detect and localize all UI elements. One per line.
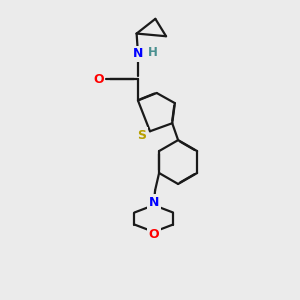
Text: H: H <box>148 46 158 59</box>
Text: O: O <box>93 73 104 85</box>
Text: S: S <box>137 129 146 142</box>
Text: N: N <box>133 47 143 60</box>
Text: O: O <box>148 228 159 241</box>
Text: N: N <box>148 196 159 209</box>
